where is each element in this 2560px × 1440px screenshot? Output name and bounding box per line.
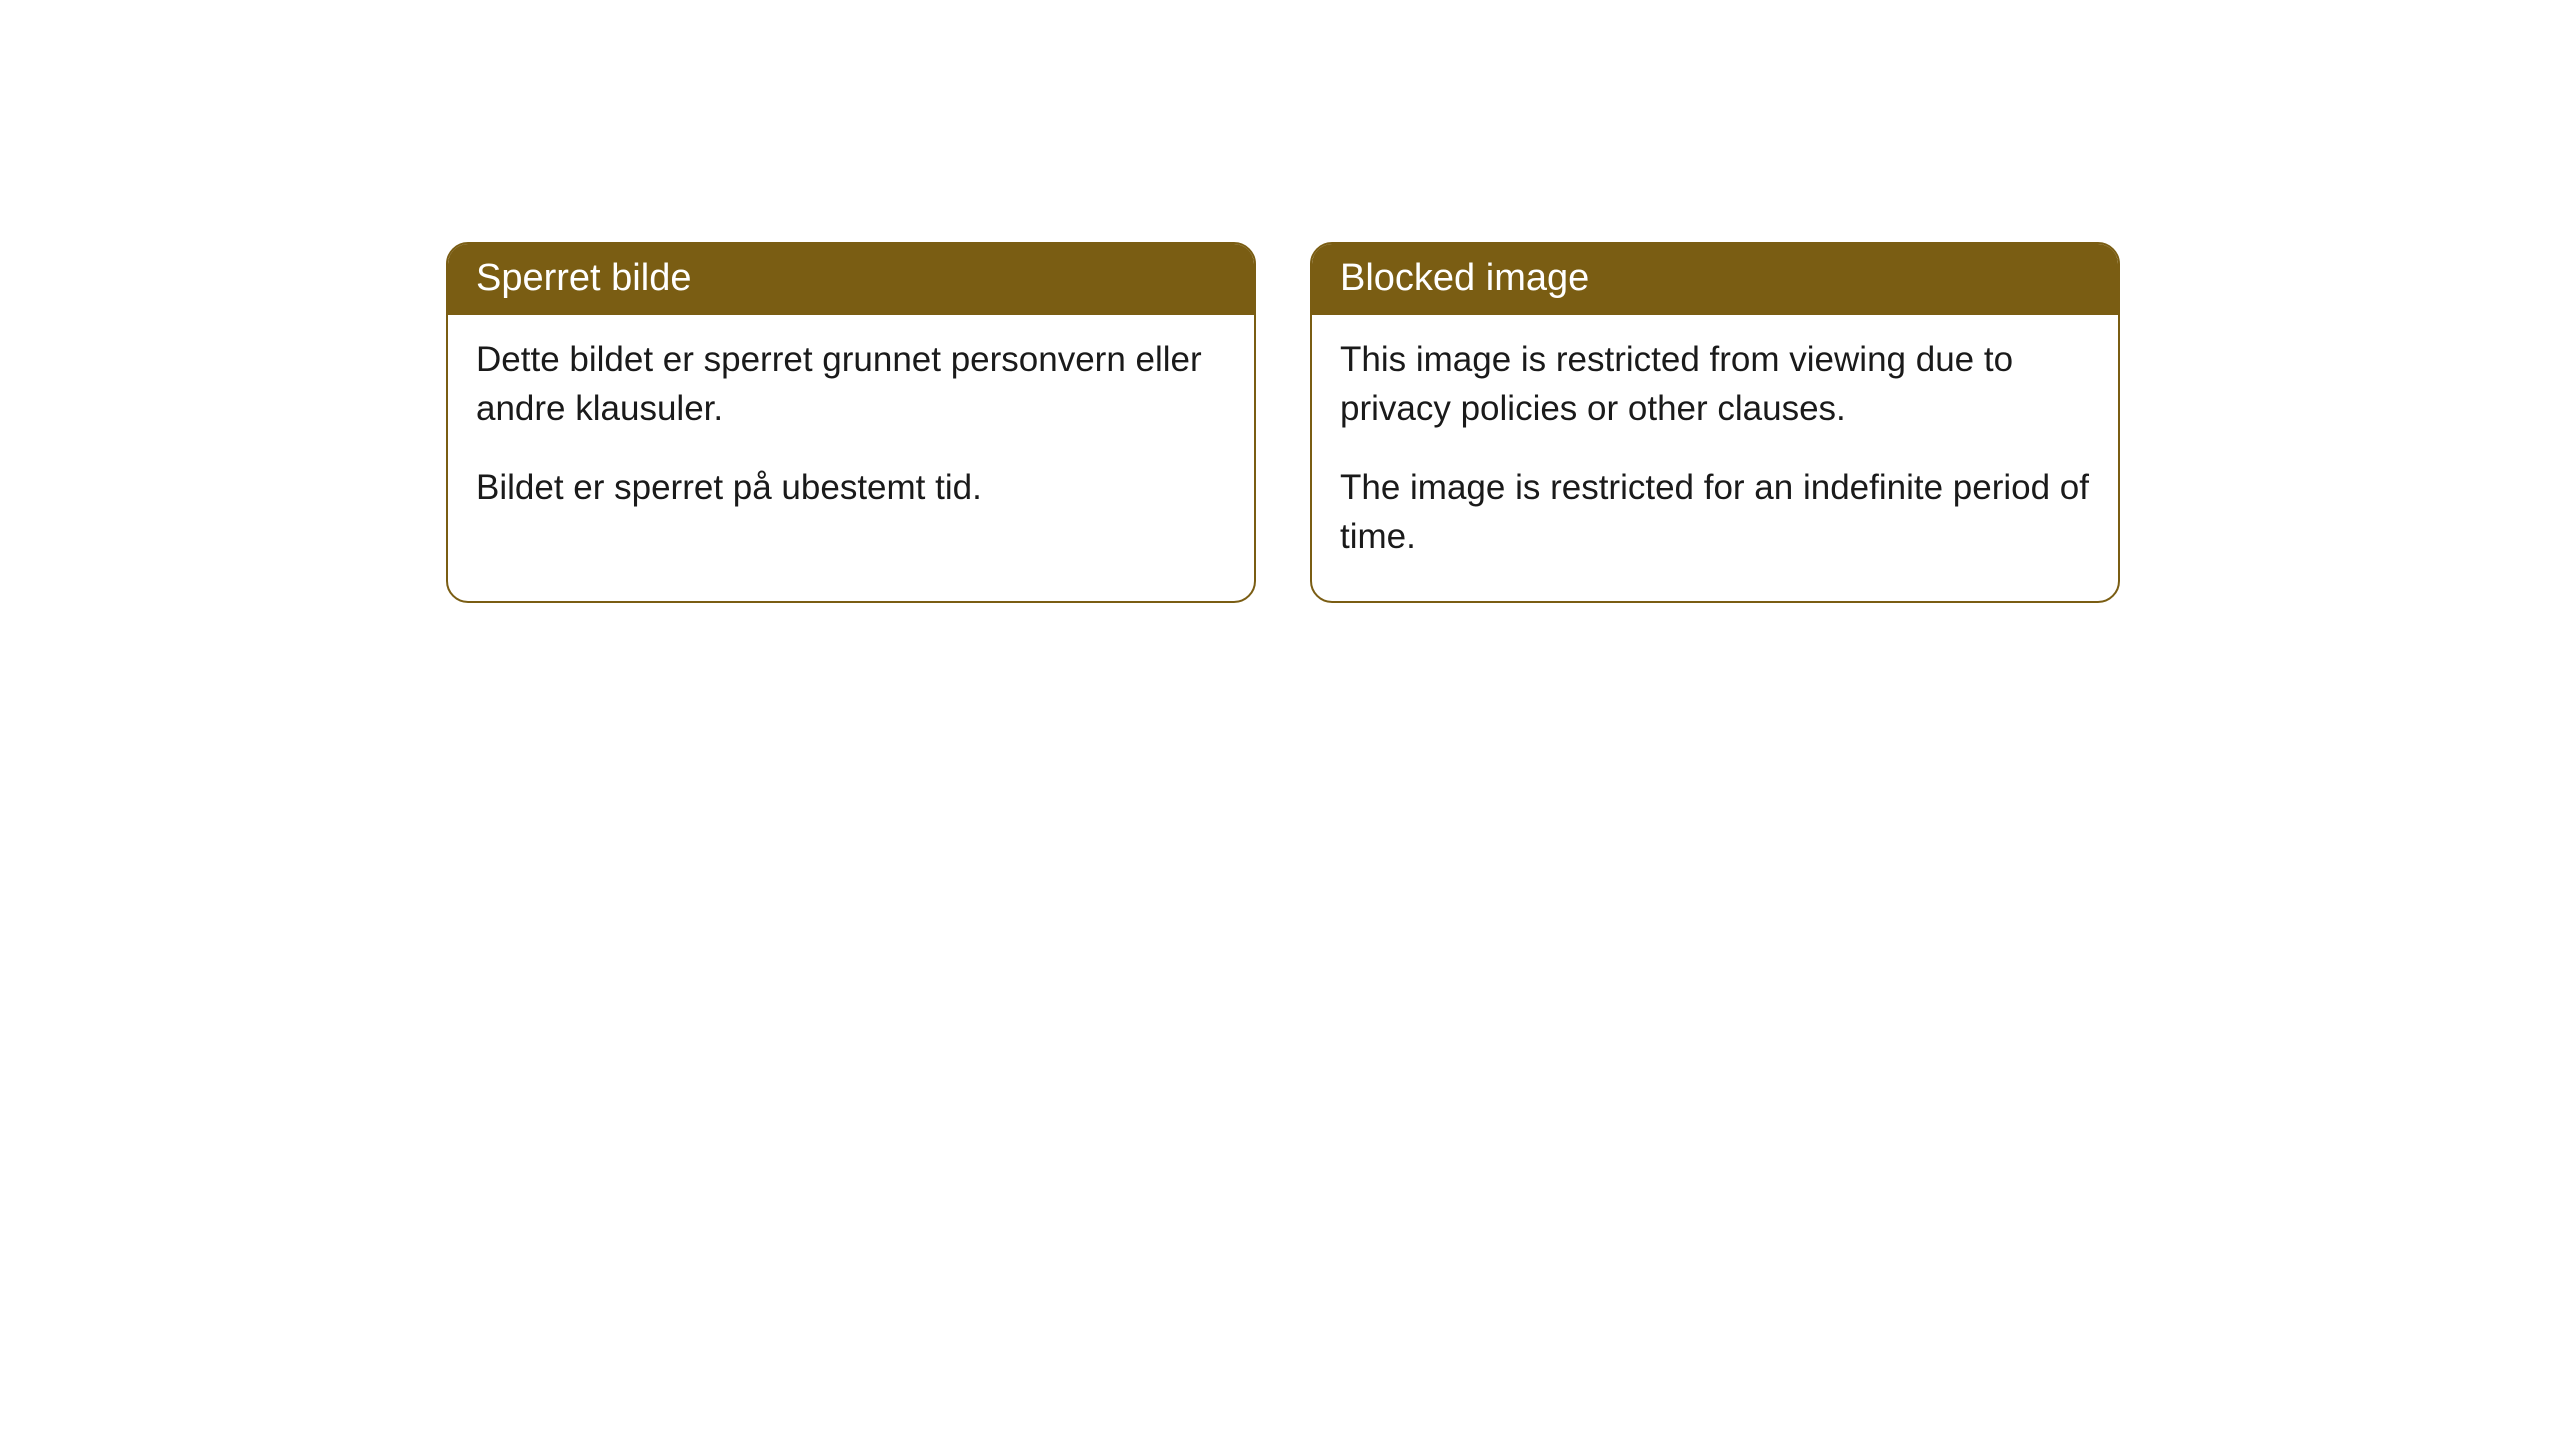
notice-card-norwegian: Sperret bilde Dette bildet er sperret gr… bbox=[446, 242, 1256, 603]
notice-header-norwegian: Sperret bilde bbox=[448, 244, 1254, 315]
notice-text-1-english: This image is restricted from viewing du… bbox=[1340, 335, 2090, 433]
notice-text-2-norwegian: Bildet er sperret på ubestemt tid. bbox=[476, 463, 1226, 512]
notice-header-english: Blocked image bbox=[1312, 244, 2118, 315]
notice-text-2-english: The image is restricted for an indefinit… bbox=[1340, 463, 2090, 561]
notice-container: Sperret bilde Dette bildet er sperret gr… bbox=[446, 242, 2120, 603]
notice-text-1-norwegian: Dette bildet er sperret grunnet personve… bbox=[476, 335, 1226, 433]
notice-card-english: Blocked image This image is restricted f… bbox=[1310, 242, 2120, 603]
notice-body-english: This image is restricted from viewing du… bbox=[1312, 315, 2118, 601]
notice-body-norwegian: Dette bildet er sperret grunnet personve… bbox=[448, 315, 1254, 552]
